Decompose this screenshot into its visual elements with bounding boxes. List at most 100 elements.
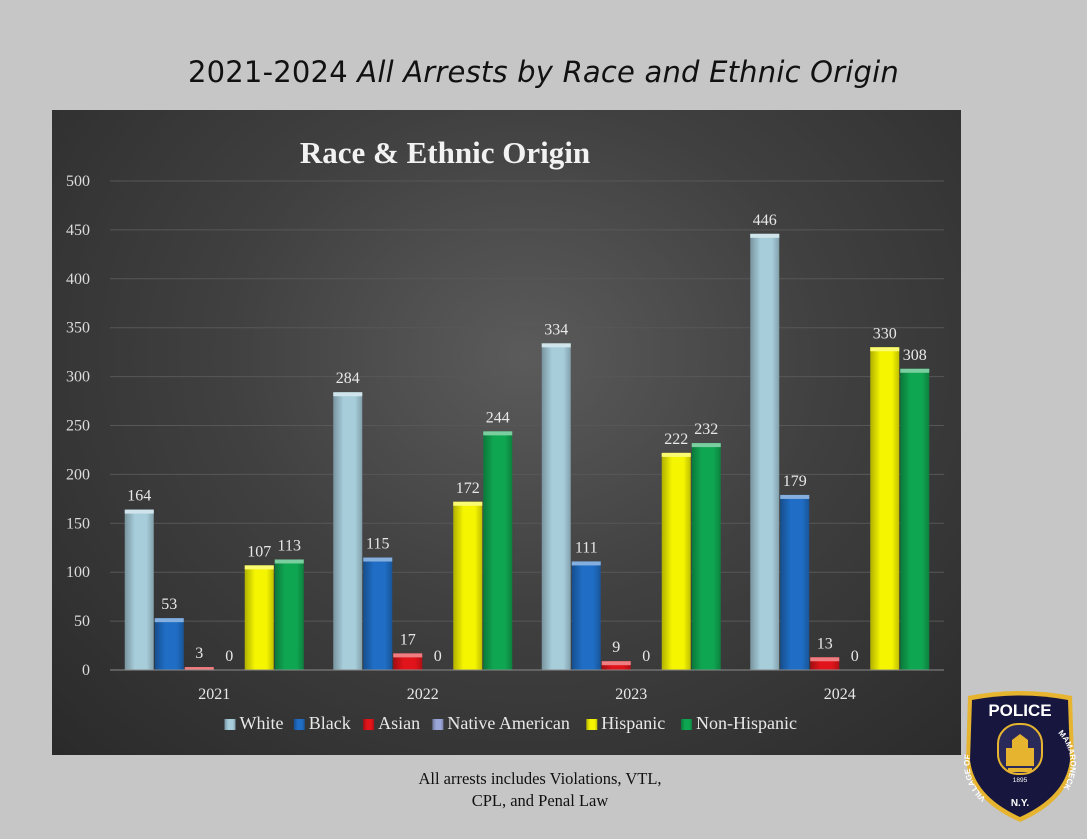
data-label: 3 — [195, 645, 203, 662]
badge-bottom-text: N.Y. — [1011, 798, 1030, 809]
data-label: 232 — [694, 421, 718, 438]
bar — [571, 561, 601, 670]
y-tick-label: 150 — [66, 515, 90, 532]
bar-top — [691, 443, 721, 448]
bar — [691, 443, 721, 670]
data-label: 0 — [642, 648, 650, 665]
legend-label: Hispanic — [601, 713, 665, 733]
legend-label: Asian — [378, 713, 420, 733]
bar-top — [154, 618, 184, 623]
bar-top — [810, 657, 840, 662]
y-tick-label: 0 — [82, 662, 90, 679]
bar — [453, 501, 483, 670]
data-label: 111 — [575, 539, 598, 556]
bar-top — [571, 561, 601, 566]
data-label: 107 — [247, 543, 271, 560]
bar-top — [601, 661, 631, 666]
data-label: 308 — [903, 347, 927, 364]
bar-top — [870, 347, 900, 352]
bar-top — [750, 233, 780, 238]
x-tick-label: 2022 — [407, 686, 439, 703]
bar — [124, 509, 154, 670]
data-label: 172 — [456, 480, 480, 497]
data-label: 284 — [336, 370, 360, 387]
legend-swatch — [432, 719, 444, 730]
badge-building-icon — [1006, 734, 1034, 766]
legend-label: White — [240, 713, 284, 733]
footnote: All arrests includes Violations, VTL, CP… — [330, 768, 750, 812]
bar-top — [661, 452, 691, 457]
y-tick-label: 300 — [66, 369, 90, 386]
bar — [274, 559, 304, 670]
page-title-years: 2021-2024 — [187, 55, 348, 89]
bar — [661, 452, 691, 670]
police-badge-logo: POLICE 1895 VILLAGE OF MAMARONECK N.Y. — [962, 691, 1077, 822]
bar — [541, 343, 571, 670]
bar-top — [274, 559, 304, 564]
data-label: 244 — [486, 409, 510, 426]
bar — [393, 653, 423, 670]
data-label: 222 — [664, 431, 688, 448]
x-tick-label: 2024 — [824, 686, 856, 703]
bar-top — [393, 653, 423, 658]
bar — [244, 565, 274, 670]
data-label: 17 — [400, 631, 416, 648]
bar — [363, 557, 393, 670]
chart-panel: Race & Ethnic Origin 0 50 100 150 200 250 300 35… — [52, 110, 961, 755]
legend-swatch — [680, 719, 692, 730]
legend-swatch — [586, 719, 598, 730]
y-tick-label: 450 — [66, 222, 90, 239]
y-tick-label: 250 — [66, 418, 90, 435]
data-label: 0 — [225, 648, 233, 665]
bar — [483, 431, 513, 670]
data-label: 0 — [434, 648, 442, 665]
page-title: 2021-2024 All Arrests by Race and Ethnic… — [0, 55, 1087, 89]
data-label: 13 — [817, 635, 833, 652]
legend-swatch — [363, 719, 375, 730]
y-tick-label: 50 — [74, 613, 90, 630]
y-tick-label: 100 — [66, 564, 90, 581]
badge-top-text: POLICE — [988, 701, 1051, 720]
data-label: 334 — [544, 321, 568, 338]
chart-title: Race & Ethnic Origin — [300, 135, 590, 170]
bar-top — [333, 392, 363, 397]
data-label: 0 — [851, 648, 859, 665]
legend-label: Non-Hispanic — [696, 713, 797, 733]
x-tick-label: 2023 — [615, 686, 647, 703]
legend-swatch — [293, 719, 305, 730]
badge-year-text: 1895 — [1013, 777, 1028, 784]
legend-label: Black — [309, 713, 351, 733]
bar-top — [244, 565, 274, 570]
bar-top — [483, 431, 513, 436]
bar-top — [900, 368, 930, 373]
chart-svg: Race & Ethnic Origin05010015020025030035… — [66, 135, 944, 733]
data-label: 330 — [873, 325, 897, 342]
bar-top — [541, 343, 571, 348]
bar — [780, 494, 810, 670]
footnote-line-1: All arrests includes Violations, VTL, — [418, 769, 662, 788]
y-tick-label: 200 — [66, 466, 90, 483]
bar — [333, 392, 363, 670]
data-label: 446 — [753, 212, 777, 229]
page-title-italic: All Arrests by Race and Ethnic Origin — [357, 55, 900, 89]
bar — [601, 661, 631, 670]
data-label: 9 — [612, 639, 620, 656]
bar-top — [124, 509, 154, 514]
y-tick-label: 350 — [66, 320, 90, 337]
footnote-line-2: CPL, and Penal Law — [471, 791, 609, 810]
bar-top — [363, 557, 393, 562]
bar-top — [453, 501, 483, 506]
y-tick-label: 400 — [66, 271, 90, 288]
x-tick-label: 2021 — [198, 686, 230, 703]
data-label: 53 — [161, 596, 177, 613]
bar — [900, 368, 930, 670]
legend-swatch — [224, 719, 236, 730]
data-label: 164 — [127, 488, 151, 505]
badge-seal-base — [1008, 768, 1032, 772]
data-label: 115 — [366, 536, 389, 553]
legend-label: Native American — [447, 713, 569, 733]
data-label: 113 — [278, 537, 301, 554]
bar-top — [780, 494, 810, 499]
y-tick-label: 500 — [66, 173, 90, 190]
bar — [870, 347, 900, 670]
